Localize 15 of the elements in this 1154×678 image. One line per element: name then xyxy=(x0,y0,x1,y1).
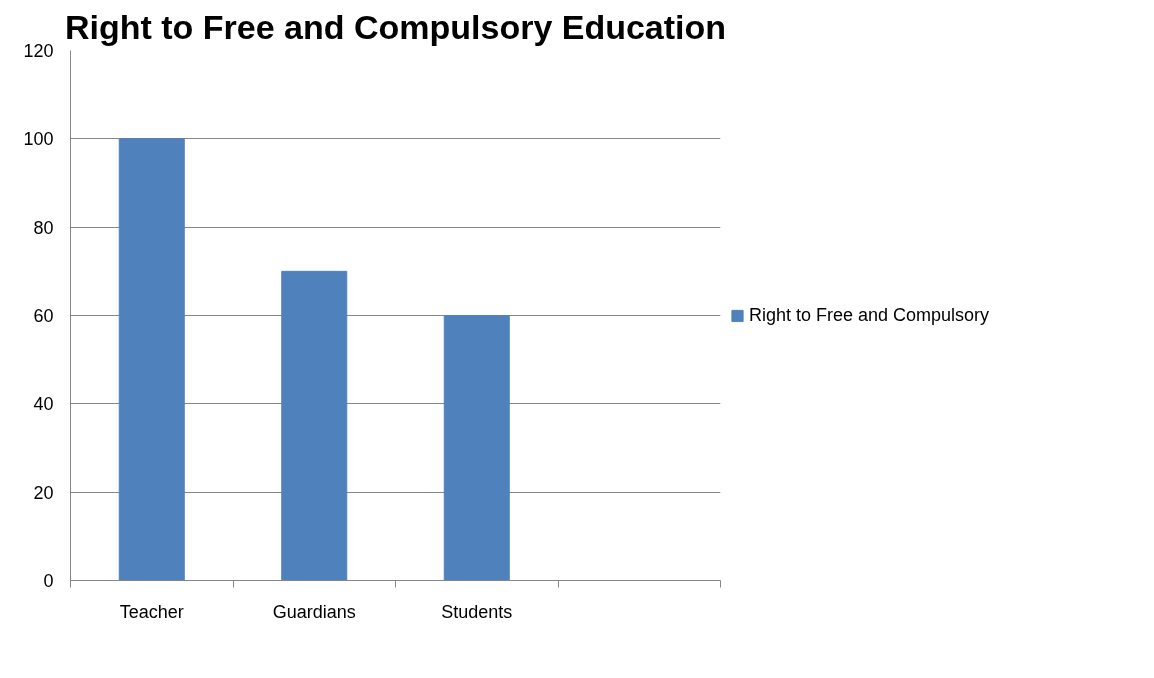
y-tick-label: 20 xyxy=(33,482,54,503)
bar xyxy=(281,270,348,581)
y-tick-label: 60 xyxy=(33,306,54,326)
x-tick-label: Guardians xyxy=(272,601,356,622)
bar xyxy=(118,138,185,581)
y-tick-label: 100 xyxy=(23,129,54,150)
legend-label: Right to Free and Compulsory xyxy=(749,304,990,326)
y-tick-label: 40 xyxy=(33,394,54,415)
x-tick-label: Teacher xyxy=(119,601,184,622)
x-tick-label: Students xyxy=(441,601,513,622)
y-tick-label: 80 xyxy=(33,217,54,238)
chart-title: Right to Free and Compulsory Education xyxy=(64,7,727,46)
y-tick-label: 0 xyxy=(43,571,54,591)
bar xyxy=(443,315,510,581)
y-tick-label: 120 xyxy=(23,41,54,61)
